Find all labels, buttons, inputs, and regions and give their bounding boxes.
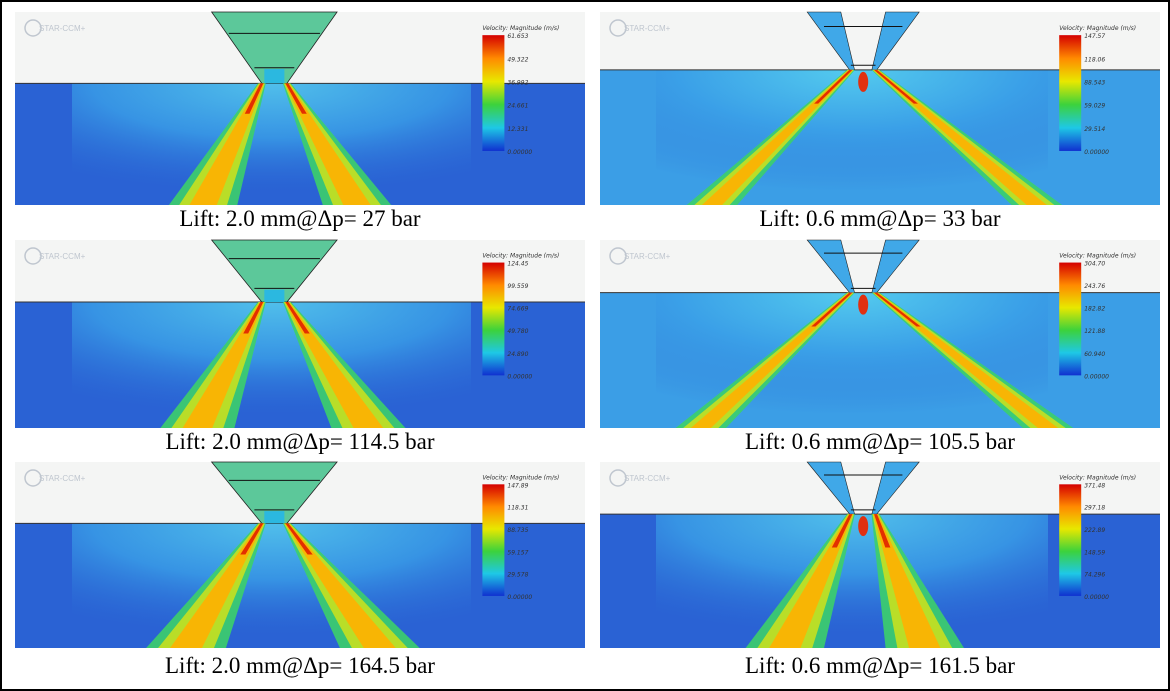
nozzle-core xyxy=(264,290,284,302)
logo-text: STAR-CCM+ xyxy=(624,24,671,33)
legend-label: 24.890 xyxy=(507,351,528,358)
nozzle-core xyxy=(264,511,284,523)
legend-label: 0.00000 xyxy=(1084,149,1109,156)
caption: Lift: 0.6 mm@Δp= 161.5 bar xyxy=(745,653,1015,678)
logo-text: STAR-CCM+ xyxy=(39,24,86,33)
legend-label: 61.653 xyxy=(507,33,528,40)
logo-text: STAR-CCM+ xyxy=(39,252,86,261)
legend-label: 99.559 xyxy=(507,283,528,290)
color-bar xyxy=(1059,263,1081,376)
legend-label: 60.940 xyxy=(1084,351,1105,358)
legend-label: 147.57 xyxy=(1084,33,1105,40)
figure: STAR-CCM+Velocity: Magnitude (m/s)61.653… xyxy=(0,0,1170,691)
fluid-shade xyxy=(72,302,471,428)
color-bar xyxy=(1059,35,1081,151)
legend-label: 49.780 xyxy=(507,328,528,335)
legend-label: 29.514 xyxy=(1084,126,1105,133)
fluid-shade xyxy=(72,523,471,648)
legend-label: 124.45 xyxy=(507,261,528,268)
legend-label: 121.88 xyxy=(1084,328,1105,335)
legend-label: 118.31 xyxy=(507,505,528,512)
color-bar xyxy=(482,35,504,151)
legend-title: Velocity: Magnitude (m/s) xyxy=(1059,25,1136,32)
legend-label: 49.322 xyxy=(507,56,528,63)
legend-label: 88.543 xyxy=(1084,79,1105,86)
legend-label: 297.18 xyxy=(1084,505,1105,512)
legend-label: 74.669 xyxy=(507,306,528,313)
legend-label: 0.00000 xyxy=(507,594,532,601)
legend-label: 88.735 xyxy=(507,527,528,534)
caption: Lift: 2.0 mm@Δp= 114.5 bar xyxy=(165,429,434,454)
legend-label: 0.00000 xyxy=(1084,373,1109,380)
legend-label: 74.296 xyxy=(1084,572,1105,579)
logo-text: STAR-CCM+ xyxy=(624,252,671,261)
caption: Lift: 0.6 mm@Δp= 105.5 bar xyxy=(745,429,1015,454)
legend-label: 147.89 xyxy=(507,482,528,489)
caption: Lift: 2.0 mm@Δp= 164.5 bar xyxy=(165,653,435,678)
nozzle-core xyxy=(264,69,284,83)
legend-title: Velocity: Magnitude (m/s) xyxy=(482,474,559,481)
caption: Lift: 0.6 mm@Δp= 33 bar xyxy=(759,206,1001,231)
simulation-panel: STAR-CCM+ Velocity: Magnitude (m/s)147.57… xyxy=(600,12,1160,205)
simulation-panel: STAR-CCM+ Velocity: Magnitude (m/s)304.70… xyxy=(600,240,1160,428)
caption: Lift: 2.0 mm@Δp= 27 bar xyxy=(179,206,421,231)
legend-label: 148.59 xyxy=(1084,549,1105,556)
legend-label: 0.00000 xyxy=(507,149,532,156)
simulation-panel: STAR-CCM+ Velocity: Magnitude (m/s)61.653… xyxy=(15,12,585,205)
legend-label: 371.48 xyxy=(1084,482,1105,489)
legend-label: 222.89 xyxy=(1084,527,1105,534)
jet-core xyxy=(858,72,868,92)
color-bar xyxy=(482,263,504,376)
legend-label: 182.82 xyxy=(1084,306,1105,313)
legend-label: 59.029 xyxy=(1084,103,1105,110)
legend-title: Velocity: Magnitude (m/s) xyxy=(1059,474,1136,481)
simulation-panel: STAR-CCM+ Velocity: Magnitude (m/s)124.45… xyxy=(15,240,585,428)
color-bar xyxy=(1059,484,1081,596)
fluid-shade xyxy=(72,83,471,205)
jet-core xyxy=(858,295,868,315)
legend-label: 59.157 xyxy=(507,549,528,556)
legend-title: Velocity: Magnitude (m/s) xyxy=(482,25,559,32)
fluid-shade xyxy=(656,514,1048,648)
simulation-panel: STAR-CCM+ Velocity: Magnitude (m/s)371.48… xyxy=(600,462,1160,648)
legend-label: 29.578 xyxy=(507,572,528,579)
legend-label: 12.331 xyxy=(507,126,528,133)
legend-label: 243.76 xyxy=(1084,283,1105,290)
simulation-panel: STAR-CCM+ Velocity: Magnitude (m/s)147.89… xyxy=(15,462,585,648)
logo-text: STAR-CCM+ xyxy=(39,474,86,483)
legend-label: 118.06 xyxy=(1084,56,1105,63)
legend-label: 0.00000 xyxy=(507,373,532,380)
legend-title: Velocity: Magnitude (m/s) xyxy=(1059,253,1136,260)
legend-label: 24.661 xyxy=(507,103,528,110)
logo-text: STAR-CCM+ xyxy=(624,474,671,483)
legend-label: 304.70 xyxy=(1084,261,1105,268)
color-bar xyxy=(482,484,504,596)
legend-label: 0.00000 xyxy=(1084,594,1109,601)
jet-core xyxy=(858,516,868,536)
legend-title: Velocity: Magnitude (m/s) xyxy=(482,253,559,260)
legend-label: 36.992 xyxy=(507,79,528,86)
